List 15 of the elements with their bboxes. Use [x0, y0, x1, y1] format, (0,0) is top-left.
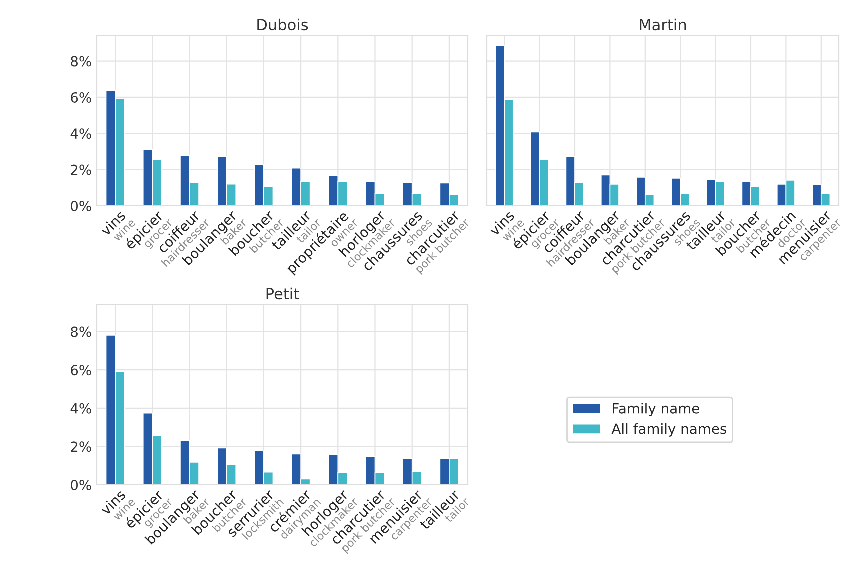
y-tick-label: 4%	[70, 128, 92, 140]
chart-title: Dubois	[258, 18, 308, 31]
legend-label: Family name	[613, 403, 700, 417]
y-tick-label: 6%	[71, 92, 92, 103]
y-tick-label: 2%	[71, 442, 92, 452]
chart-title: Martin	[640, 18, 686, 31]
y-tick-label: 6%	[71, 365, 92, 376]
chart-title: Petit	[266, 288, 300, 300]
y-tick-label: 4%	[70, 403, 92, 414]
y-tick-label: 2%	[71, 164, 92, 176]
y-tick-label: 8%	[71, 326, 92, 338]
legend-label: All family names	[612, 423, 727, 437]
y-tick-label: 0%	[71, 480, 92, 490]
y-tick-label: 0%	[71, 200, 92, 212]
y-tick-label: 8%	[71, 56, 92, 67]
